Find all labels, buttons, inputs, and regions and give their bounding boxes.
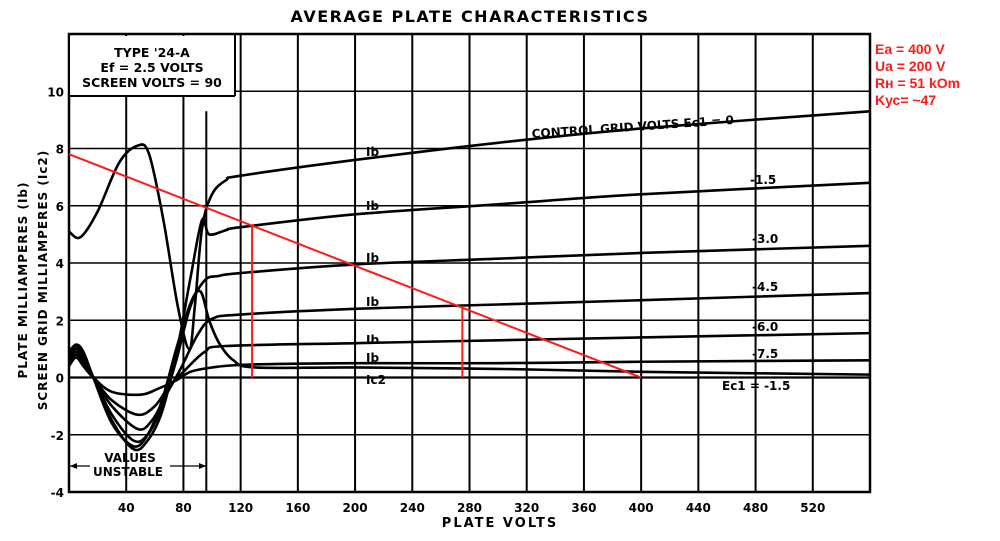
load-line	[68, 153, 642, 379]
series-curve-5	[67, 356, 871, 397]
curve-label-ec0: CONTROL GRID VOLTS Ec1 = 0	[531, 113, 734, 141]
unstable-region-marker: VALUES UNSTABLE	[70, 451, 206, 479]
info-screen-volts: SCREEN VOLTS = 90	[82, 75, 222, 90]
x-tick-label: 440	[686, 501, 711, 515]
info-filament: Ef = 2.5 VOLTS	[100, 60, 203, 75]
annotation-gain: Kус= ~47	[875, 92, 936, 108]
curve-label-6-0: -6.0	[752, 320, 778, 334]
x-tick-label: 40	[118, 501, 135, 515]
y-tick-label: 2	[56, 314, 64, 328]
curve-label-4-5: -4.5	[752, 280, 778, 294]
curve-label-1-5: -1.5	[750, 173, 776, 187]
info-box	[70, 36, 235, 96]
tick-labels: 40 80 120 160 200 240 280 320 360 400 440 480 520-4-…	[47, 85, 825, 515]
y-tick-label: 8	[56, 143, 64, 157]
x-tick-label: 320	[514, 501, 539, 515]
x-tick-label: 200	[343, 501, 368, 515]
info-tube-type: TYPE '24-A	[114, 45, 190, 60]
ib-label: Ib	[366, 145, 379, 159]
ic2-label: Ic2	[366, 373, 386, 387]
grid	[67, 32, 872, 494]
curve-label-ic2: Ec1 = -1.5	[722, 379, 790, 393]
y-axis-label-screen: SCREEN GRID MILLIAMPERES (Ic2)	[36, 150, 50, 411]
ib-label: Ib	[366, 333, 379, 347]
ib-label: Ib	[366, 351, 379, 365]
x-tick-label: 80	[175, 501, 192, 515]
y-axis-label-plate: PLATE MILLIAMPERES (Ib)	[16, 181, 30, 378]
ib-label: Ib	[366, 295, 379, 309]
series-curve-0	[68, 109, 871, 351]
x-tick-label: 400	[629, 501, 654, 515]
x-tick-label: 240	[400, 501, 425, 515]
annotation-ea: Ea = 400 V	[875, 41, 945, 57]
annotation-rload: Rн = 51 kOm	[875, 75, 960, 91]
x-tick-label: 160	[285, 501, 310, 515]
curves	[67, 109, 871, 452]
y-tick-label: 6	[56, 200, 64, 214]
ib-label: Ib	[366, 251, 379, 265]
y-tick-label: 4	[56, 257, 64, 271]
x-axis-label: PLATE VOLTS	[442, 516, 558, 531]
curve-label-3-0: -3.0	[752, 232, 778, 246]
unstable-label-2: UNSTABLE	[93, 465, 163, 479]
annotation-ua: Ua = 200 V	[875, 58, 946, 74]
series-curve-6	[68, 289, 871, 448]
y-tick-label: -4	[51, 486, 64, 500]
x-tick-label: 480	[743, 501, 768, 515]
x-tick-label: 360	[571, 501, 596, 515]
curve-label-7-5: -7.5	[752, 347, 778, 361]
y-tick-label: -2	[51, 429, 64, 443]
chart-title: AVERAGE PLATE CHARACTERISTICS	[291, 7, 650, 26]
x-tick-label: 280	[457, 501, 482, 515]
x-tick-label: 520	[800, 501, 825, 515]
unstable-label-1: VALUES	[104, 451, 156, 465]
x-tick-label: 120	[228, 501, 253, 515]
y-tick-label: 10	[47, 85, 64, 99]
y-tick-label: 0	[56, 372, 64, 386]
ib-label: Ib	[366, 199, 379, 213]
plot-frame	[67, 32, 872, 494]
